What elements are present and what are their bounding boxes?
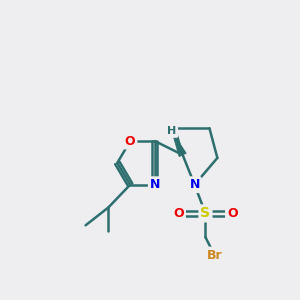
Text: O: O [173, 207, 184, 220]
Text: N: N [150, 178, 160, 191]
Polygon shape [172, 131, 186, 157]
Text: H: H [167, 126, 176, 136]
Text: S: S [200, 206, 211, 220]
Text: O: O [125, 135, 136, 148]
Text: N: N [189, 178, 200, 191]
Text: Br: Br [207, 248, 222, 262]
Text: O: O [227, 207, 238, 220]
